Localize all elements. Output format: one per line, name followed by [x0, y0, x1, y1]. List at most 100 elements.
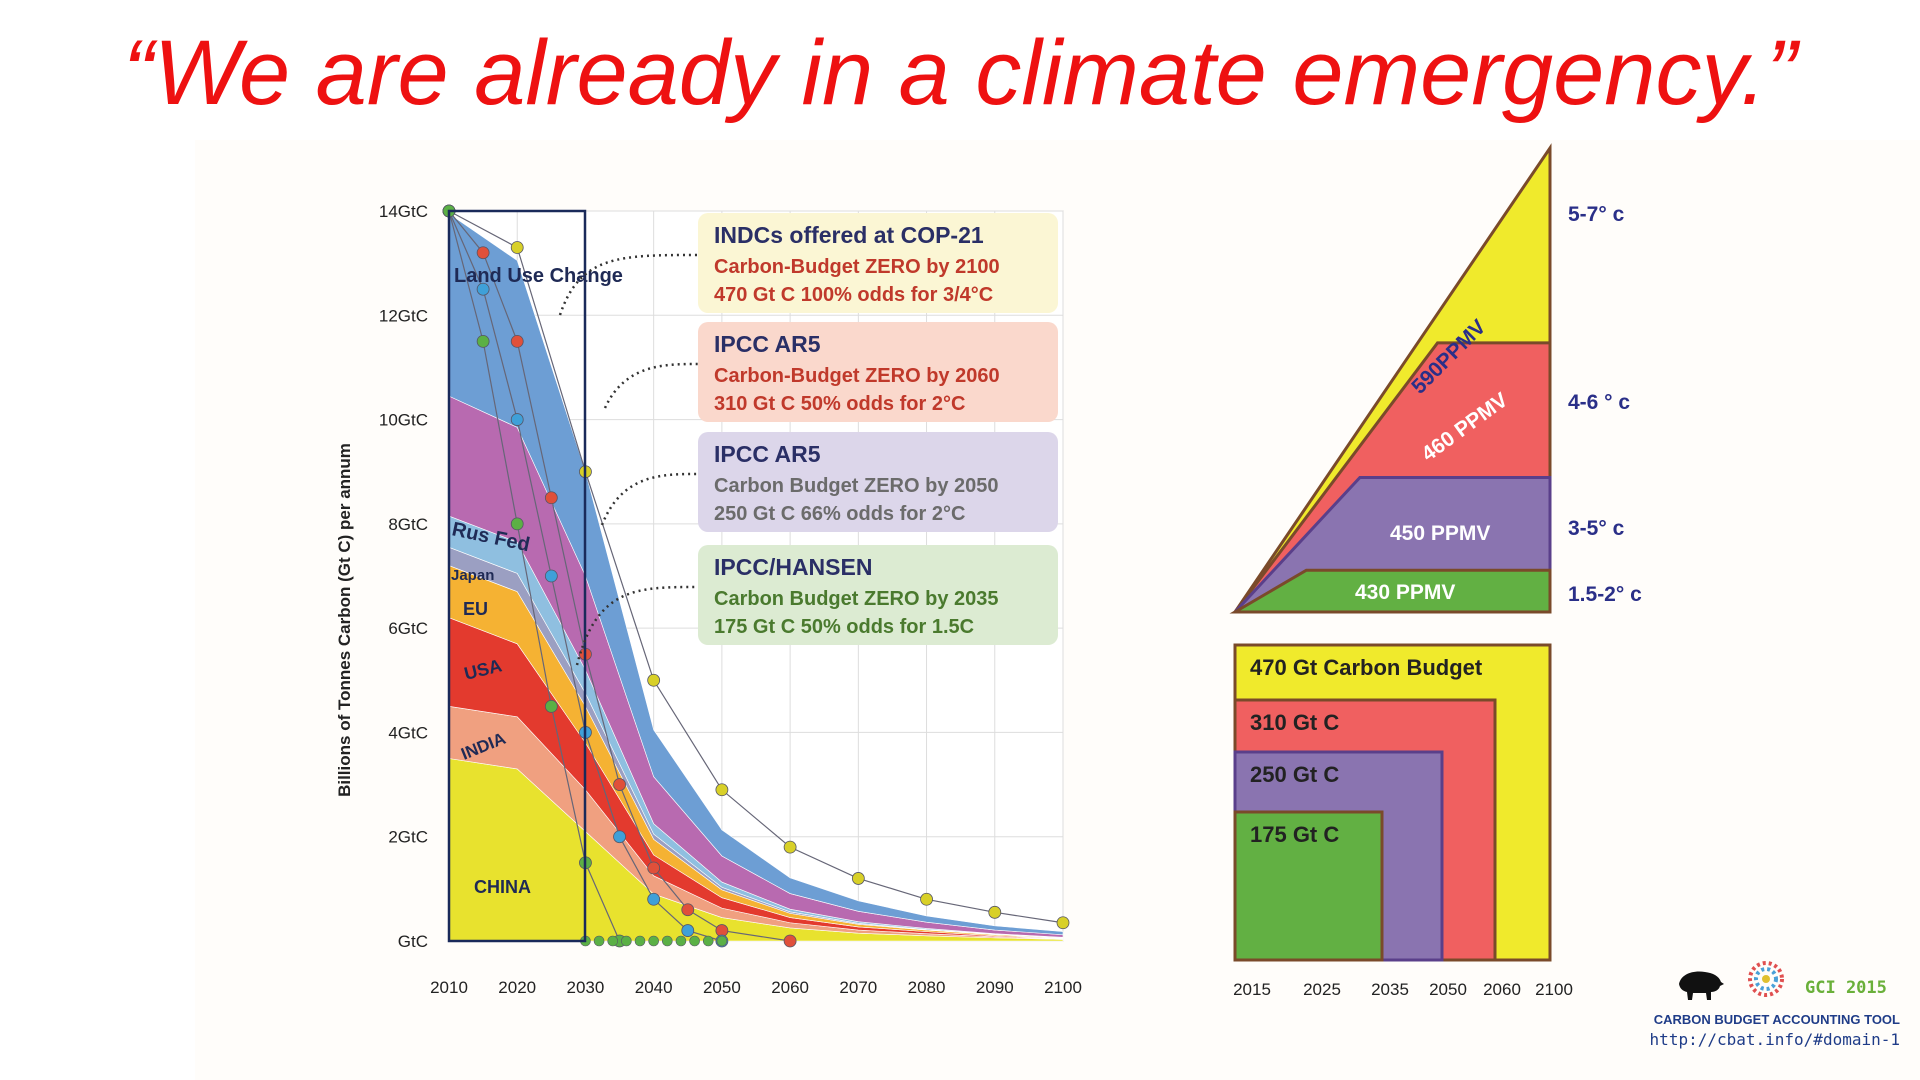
pathway-lines: [448, 210, 1064, 942]
pathway-point: [783, 840, 797, 854]
annotation-line: Carbon Budget ZERO by 2050: [714, 475, 999, 497]
region-label: Land Use Change: [454, 265, 623, 287]
temperature-label: 4-6 ° c: [1568, 391, 1630, 414]
pathway-point: [920, 892, 933, 906]
budget-box: [1233, 810, 1384, 962]
globe-logo-icon: [1748, 961, 1784, 997]
annotation-title: IPCC/HANSEN: [714, 554, 872, 580]
x-tick-label: 2080: [908, 978, 946, 997]
annotation-connector: [558, 253, 699, 316]
y-tick-label: 2GtC: [388, 828, 428, 847]
budget-label: 310 Gt C: [1250, 710, 1339, 735]
annotation-connectors: [558, 253, 699, 666]
budget-label: 250 Gt C: [1250, 762, 1339, 787]
y-tick-label: 6GtC: [388, 619, 428, 638]
pathway-point: [510, 241, 524, 254]
pathway-point: [647, 861, 661, 875]
annotation-line: Carbon Budget ZERO by 2035: [714, 588, 999, 610]
pathway-line-1: [448, 210, 791, 942]
annotation-line: Carbon-Budget ZERO by 2100: [714, 256, 1000, 278]
pathway-point: [510, 413, 524, 426]
temperature-label: 5-7° c: [1568, 203, 1625, 226]
temperature-label: 3-5° c: [1568, 517, 1625, 540]
x-tick-label: 2030: [567, 978, 605, 997]
annotation-title: IPCC AR5: [714, 331, 821, 357]
budget-x-tick: 2025: [1303, 980, 1341, 999]
annotation-box: [698, 432, 1058, 532]
annotation-boxes: INDCs offered at COP-21 Carbon-Budget ZER…: [698, 213, 1058, 645]
y-tick-label: 10GtC: [379, 411, 428, 430]
baseline-point: [621, 935, 632, 947]
y-axis-label: Billions of Tonnes Carbon (Gt C) per ann…: [335, 443, 354, 797]
x-tick-label: 2050: [703, 978, 741, 997]
pathway-point: [851, 872, 865, 885]
annotation-line: 310 Gt C 50% odds for 2°C: [714, 393, 965, 415]
x-tick-label: 2060: [771, 978, 809, 997]
budget-x-tick: 2015: [1233, 980, 1271, 999]
region-label: EU: [463, 599, 488, 619]
pathway-point: [988, 905, 1002, 919]
pathway-point: [681, 903, 695, 917]
pathway-point: [715, 783, 729, 797]
y-tick-label: 8GtC: [388, 515, 428, 534]
pathway-point: [476, 334, 490, 348]
x-tick-label: 2040: [635, 978, 673, 997]
y-tick-label: 4GtC: [388, 723, 428, 742]
annotation-line: 250 Gt C 66% odds for 2°C: [714, 503, 965, 525]
area-land-use-change: [448, 213, 1064, 936]
pathway-point: [613, 778, 626, 791]
pathway-point: [647, 892, 661, 906]
annotation-title: IPCC AR5: [714, 441, 821, 467]
temperature-label: 1.5-2° c: [1568, 583, 1642, 606]
annotation-line: Carbon-Budget ZERO by 2060: [714, 365, 1000, 387]
chart-areas: [448, 213, 1064, 942]
band-label: 430 PPMV: [1355, 581, 1455, 604]
pathway-point: [1056, 916, 1070, 930]
pathway-point: [544, 699, 558, 713]
pathway-point: [476, 282, 490, 296]
annotation-line: 175 Gt C 50% odds for 1.5C: [714, 616, 974, 638]
x-tick-label: 2010: [430, 978, 468, 997]
slide-title: “We are already in a climate emergency.”: [123, 22, 1797, 124]
annotation-connector: [575, 585, 699, 666]
tool-url[interactable]: http://cbat.info/#domain-1: [1649, 1030, 1900, 1049]
pathway-point: [647, 673, 661, 687]
pathway-point: [681, 924, 695, 937]
baseline-point: [662, 935, 673, 947]
annotation-line: 470 Gt C 100% odds for 3/4°C: [714, 284, 993, 306]
pathway-line-0: [448, 210, 1064, 924]
x-tick-label: 2070: [839, 978, 877, 997]
budget-x-tick: 2035: [1371, 980, 1409, 999]
y-tick-label: 12GtC: [379, 306, 428, 325]
pathway-point: [544, 569, 558, 583]
x-tick-label: 2090: [976, 978, 1014, 997]
baseline-point: [593, 935, 605, 947]
tool-name: CARBON BUDGET ACCOUNTING TOOL: [1653, 1012, 1900, 1027]
pathway-point: [510, 517, 524, 531]
annotation-box: [698, 545, 1058, 645]
baseline-point: [716, 935, 728, 947]
annotation-box: [698, 213, 1058, 313]
baseline-point: [634, 935, 646, 947]
budget-label: 175 Gt C: [1250, 822, 1339, 847]
budget-label: 470 Gt Carbon Budget: [1250, 655, 1483, 680]
footer-logo: GCI 2015 CARBON BUDGET ACCOUNTING TOOL h…: [1600, 950, 1900, 1060]
band-label: 450 PPMV: [1390, 522, 1490, 545]
gci-label: GCI 2015: [1805, 978, 1887, 998]
y-tick-label: GtC: [398, 932, 428, 951]
ppmv-band: [1229, 568, 1552, 614]
pathway-point: [544, 491, 558, 505]
budget-x-tick: 2100: [1535, 980, 1573, 999]
baseline-point: [648, 935, 659, 947]
pathway-point: [510, 334, 524, 348]
y-tick-label: 14GtC: [379, 202, 428, 221]
budget-x-tick: 2060: [1483, 980, 1521, 999]
region-label: Japan: [451, 567, 494, 584]
baseline-point: [702, 935, 714, 947]
baseline-point: [607, 935, 619, 947]
highlight-box: [447, 209, 587, 943]
budget-squares: 470 Gt Carbon Budget 310 Gt C 250 Gt C 175 …: [1233, 643, 1573, 999]
pathway-line-3: [448, 210, 621, 942]
